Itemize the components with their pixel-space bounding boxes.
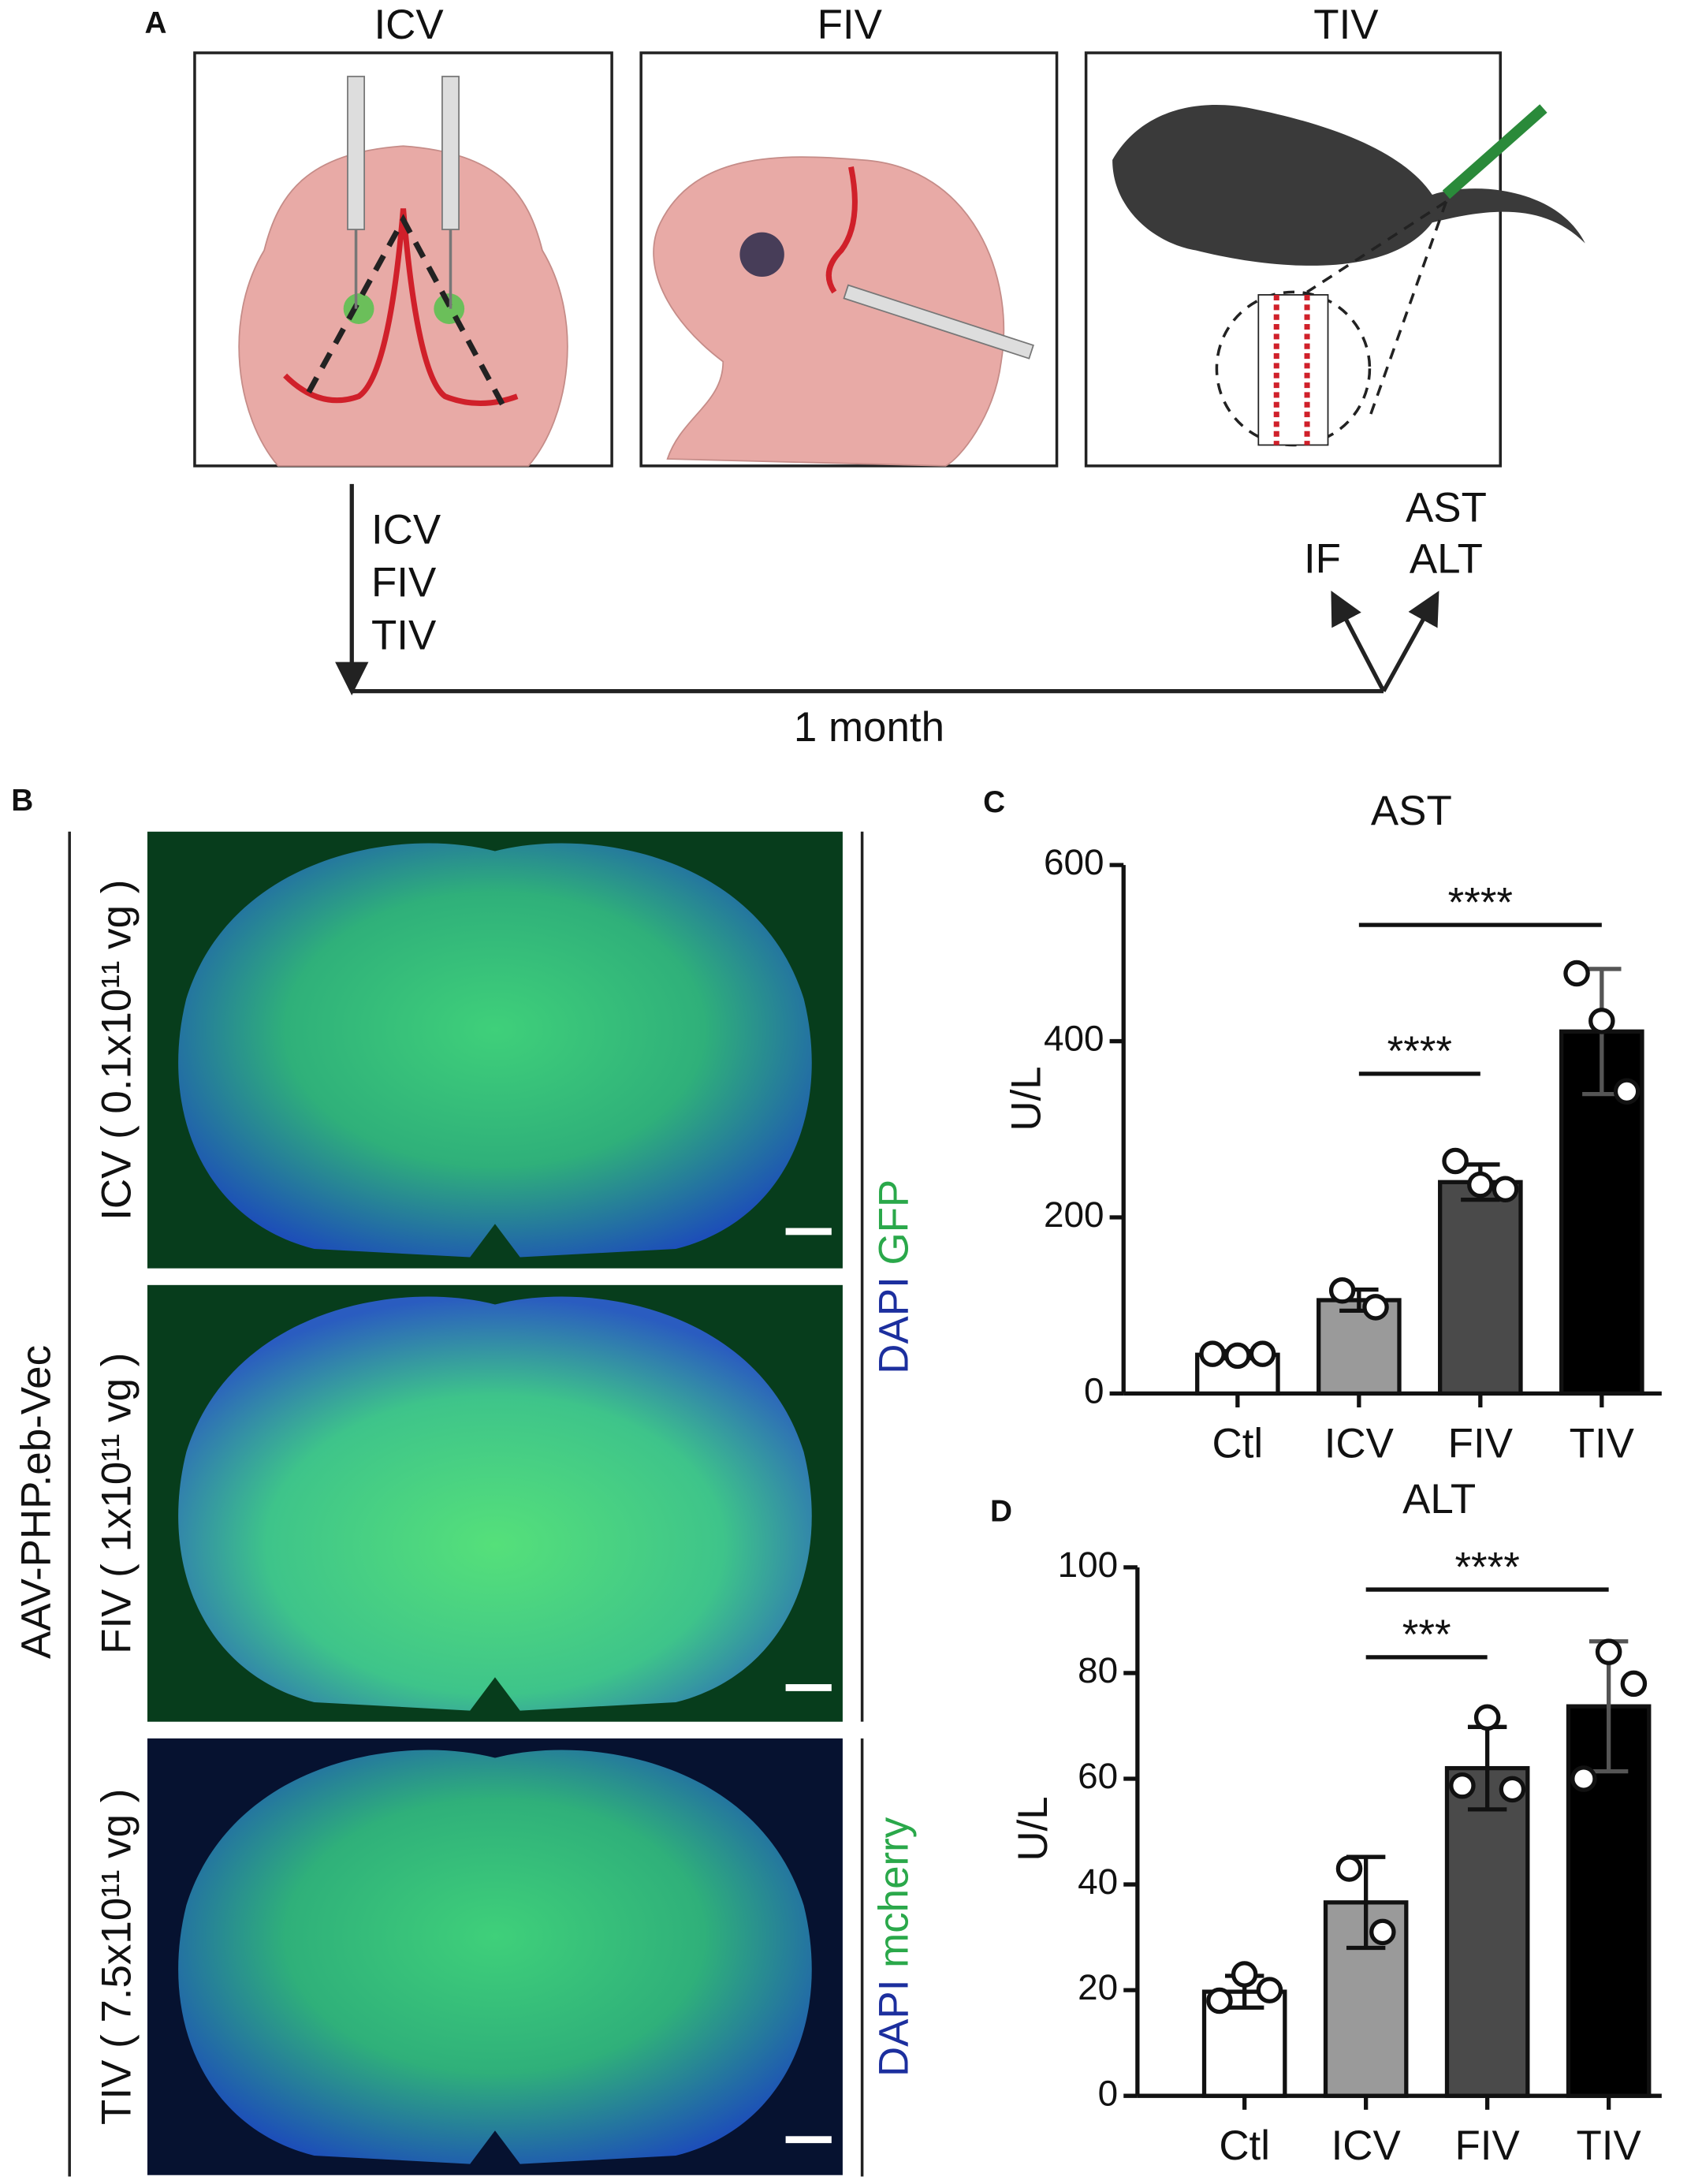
row-label: TIV ( 7.5x10¹¹ vg ) xyxy=(94,1789,140,2125)
illustration-fiv xyxy=(639,51,1059,468)
illustration-icv xyxy=(193,51,613,468)
data-point xyxy=(1199,1340,1226,1367)
stain: mcherry xyxy=(871,1817,918,1968)
data-point xyxy=(1249,1340,1276,1367)
x-tick-label: FIV xyxy=(1448,1420,1514,1467)
stain-label: DAPI GFP xyxy=(871,1180,918,1374)
brain-image xyxy=(147,831,843,1269)
output-label: AST xyxy=(1406,484,1487,531)
brain-image xyxy=(147,1284,843,1722)
chart-title: ALT xyxy=(1402,1476,1476,1522)
stain: DAPI xyxy=(871,1980,918,2077)
y-axis-label: U/L xyxy=(1003,1066,1049,1131)
y-tick-label: 600 xyxy=(1044,841,1104,882)
y-tick-label: 60 xyxy=(1078,1755,1118,1796)
stain: DAPI xyxy=(871,1276,918,1373)
y-tick-label: 0 xyxy=(1098,2072,1119,2113)
y-tick-label: 400 xyxy=(1044,1018,1104,1059)
route-label: FIV xyxy=(371,560,437,606)
bar xyxy=(1438,1180,1523,1396)
brain-image xyxy=(147,1738,843,2175)
data-point xyxy=(1335,1855,1363,1882)
row-label: FIV ( 1x10¹¹ vg ) xyxy=(94,1353,140,1654)
x-tick-label: Ctl xyxy=(1219,2123,1270,2169)
data-point xyxy=(1256,1977,1283,2003)
x-tick-label: FIV xyxy=(1454,2123,1520,2169)
illustration-tiv xyxy=(1084,51,1585,468)
data-point xyxy=(1362,1294,1389,1321)
row-label: ICV ( 0.1x10¹¹ vg ) xyxy=(94,880,140,1221)
data-point xyxy=(1449,1772,1476,1799)
route-label: TIV xyxy=(371,613,437,659)
data-point xyxy=(1588,1008,1615,1034)
x-tick-label: TIV xyxy=(1570,1420,1635,1467)
bar xyxy=(1444,1765,1530,2098)
timeline xyxy=(335,483,1439,695)
significance-label: **** xyxy=(1387,1028,1452,1075)
chart-title: AST xyxy=(1371,788,1452,834)
stain-label: DAPI mcherry xyxy=(871,1817,918,2077)
y-tick-label: 20 xyxy=(1078,1966,1118,2007)
y-tick-label: 0 xyxy=(1084,1370,1104,1411)
data-point xyxy=(1595,1638,1622,1665)
y-tick-label: 80 xyxy=(1078,1649,1118,1690)
data-point xyxy=(1231,1961,1258,1988)
data-point xyxy=(1369,1918,1396,1946)
x-tick-label: TIV xyxy=(1576,2123,1641,2169)
panel-label: A xyxy=(145,6,167,40)
data-point xyxy=(1328,1276,1356,1304)
significance-label: **** xyxy=(1454,1544,1519,1590)
data-point xyxy=(1442,1147,1469,1175)
panel-title: TIV xyxy=(1313,2,1379,48)
duration-label: 1 month xyxy=(794,704,944,751)
data-point xyxy=(1563,960,1590,987)
vector-label: AAV-PHP.eb-Vec xyxy=(13,1345,59,1659)
output-label: IF xyxy=(1304,536,1341,583)
data-point xyxy=(1620,1670,1648,1698)
y-axis-label: U/L xyxy=(1010,1796,1056,1861)
data-point xyxy=(1499,1776,1526,1803)
y-tick-label: 40 xyxy=(1078,1861,1118,1902)
data-point xyxy=(1492,1176,1519,1202)
data-point xyxy=(1467,1171,1494,1198)
y-tick-label: 100 xyxy=(1058,1544,1119,1585)
significance-label: *** xyxy=(1402,1612,1451,1658)
data-point xyxy=(1224,1342,1251,1370)
significance-label: **** xyxy=(1448,879,1513,926)
panel-title: ICV xyxy=(374,2,444,48)
panel-label: D xyxy=(990,1494,1012,1528)
output-label: ALT xyxy=(1410,536,1483,583)
x-tick-label: ICV xyxy=(1331,2123,1402,2169)
data-point xyxy=(1570,1765,1597,1792)
x-tick-label: Ctl xyxy=(1212,1420,1264,1467)
data-point xyxy=(1473,1704,1501,1731)
panel-label: B xyxy=(11,784,33,818)
bar xyxy=(1317,1298,1402,1396)
route-label: ICV xyxy=(371,507,441,553)
data-point xyxy=(1613,1078,1641,1105)
panel-title: FIV xyxy=(817,2,883,48)
panel-label: C xyxy=(983,785,1005,819)
y-tick-label: 200 xyxy=(1044,1194,1104,1235)
data-point xyxy=(1206,1987,1233,2014)
x-tick-label: ICV xyxy=(1324,1420,1395,1467)
stain: GFP xyxy=(871,1180,918,1265)
